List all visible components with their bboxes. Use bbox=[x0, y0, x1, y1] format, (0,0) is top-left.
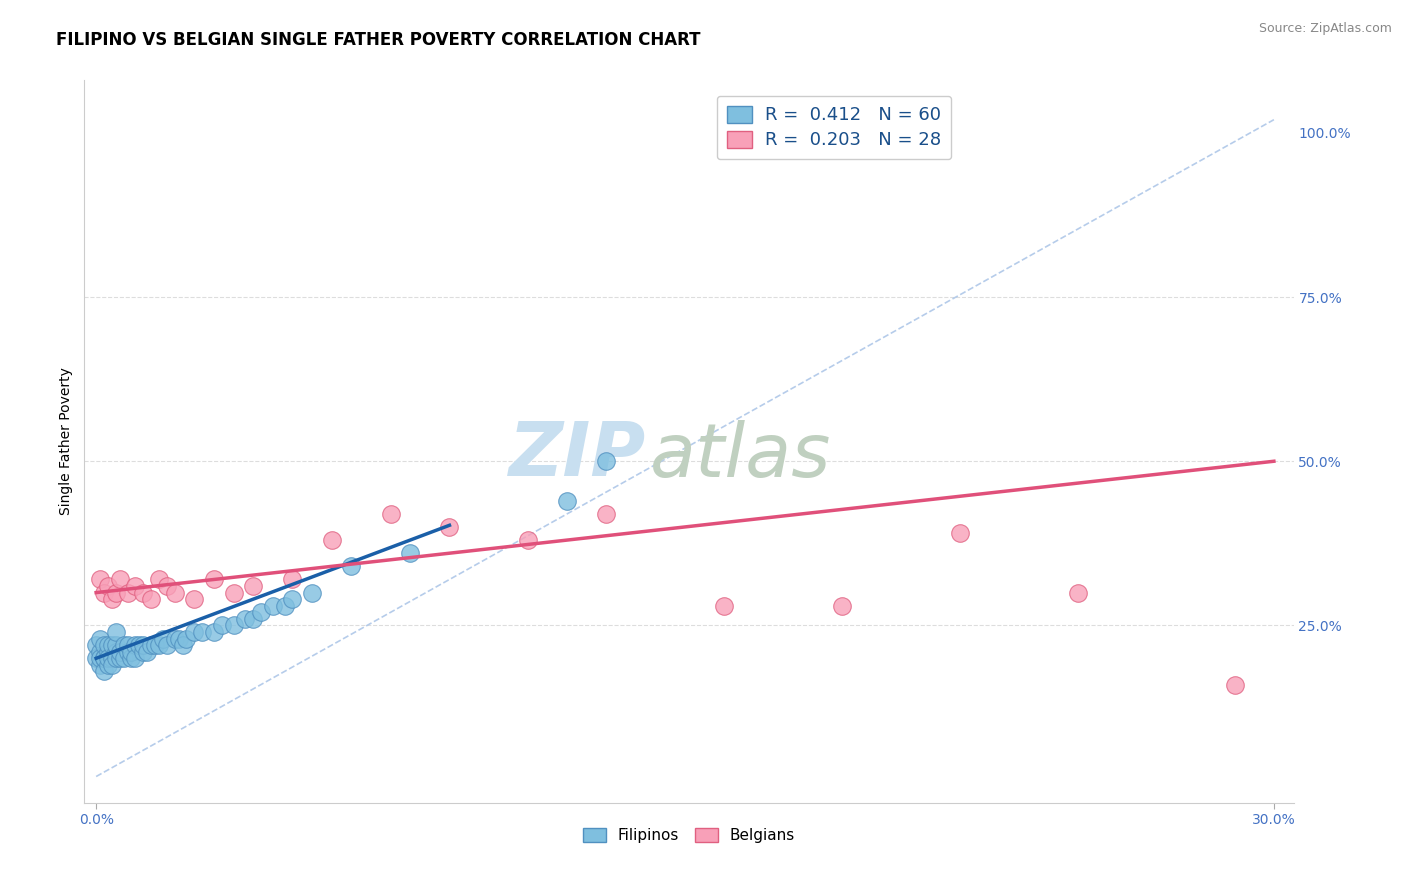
Point bbox=[136, 645, 159, 659]
Point bbox=[89, 651, 111, 665]
Point bbox=[117, 585, 139, 599]
Point bbox=[176, 632, 198, 646]
Point bbox=[595, 507, 617, 521]
Point bbox=[124, 651, 146, 665]
Point bbox=[242, 579, 264, 593]
Point bbox=[108, 645, 131, 659]
Point bbox=[101, 651, 124, 665]
Point bbox=[163, 632, 186, 646]
Text: ZIP: ZIP bbox=[509, 419, 647, 492]
Point bbox=[273, 599, 295, 613]
Point bbox=[132, 645, 155, 659]
Point bbox=[156, 638, 179, 652]
Point bbox=[439, 520, 461, 534]
Point bbox=[93, 651, 115, 665]
Point bbox=[183, 625, 205, 640]
Point bbox=[97, 657, 120, 672]
Point bbox=[183, 592, 205, 607]
Point bbox=[104, 638, 127, 652]
Point bbox=[139, 638, 162, 652]
Point bbox=[104, 645, 127, 659]
Point bbox=[93, 638, 115, 652]
Point bbox=[124, 638, 146, 652]
Point bbox=[380, 507, 402, 521]
Point bbox=[163, 585, 186, 599]
Point bbox=[124, 579, 146, 593]
Point bbox=[321, 533, 343, 547]
Point bbox=[89, 645, 111, 659]
Point bbox=[97, 651, 120, 665]
Point bbox=[281, 592, 304, 607]
Point bbox=[167, 632, 190, 646]
Point bbox=[121, 651, 143, 665]
Point bbox=[121, 645, 143, 659]
Text: atlas: atlas bbox=[650, 420, 831, 492]
Point bbox=[143, 638, 166, 652]
Point bbox=[191, 625, 214, 640]
Point bbox=[128, 638, 150, 652]
Point bbox=[202, 625, 225, 640]
Y-axis label: Single Father Poverty: Single Father Poverty bbox=[59, 368, 73, 516]
Point bbox=[101, 592, 124, 607]
Point bbox=[250, 605, 273, 619]
Point bbox=[301, 585, 323, 599]
Point bbox=[97, 645, 120, 659]
Point bbox=[262, 599, 284, 613]
Legend: Filipinos, Belgians: Filipinos, Belgians bbox=[576, 822, 801, 849]
Point bbox=[222, 585, 245, 599]
Point bbox=[132, 585, 155, 599]
Point bbox=[89, 657, 111, 672]
Point bbox=[89, 573, 111, 587]
Point bbox=[93, 665, 115, 679]
Point bbox=[112, 638, 135, 652]
Point bbox=[595, 454, 617, 468]
Point bbox=[108, 573, 131, 587]
Point bbox=[104, 585, 127, 599]
Point bbox=[555, 493, 578, 508]
Point bbox=[1066, 585, 1088, 599]
Point bbox=[117, 638, 139, 652]
Point bbox=[97, 579, 120, 593]
Point bbox=[132, 638, 155, 652]
Point bbox=[101, 657, 124, 672]
Point bbox=[148, 573, 170, 587]
Point bbox=[139, 592, 162, 607]
Point bbox=[156, 579, 179, 593]
Point bbox=[93, 651, 115, 665]
Point bbox=[340, 559, 363, 574]
Point bbox=[93, 585, 115, 599]
Point bbox=[172, 638, 194, 652]
Point bbox=[84, 638, 107, 652]
Point bbox=[101, 638, 124, 652]
Point bbox=[233, 612, 256, 626]
Point bbox=[281, 573, 304, 587]
Point bbox=[399, 546, 422, 560]
Point bbox=[89, 632, 111, 646]
Point bbox=[242, 612, 264, 626]
Point bbox=[517, 533, 540, 547]
Point bbox=[108, 651, 131, 665]
Point bbox=[104, 651, 127, 665]
Point bbox=[949, 526, 972, 541]
Point bbox=[152, 632, 174, 646]
Point bbox=[112, 651, 135, 665]
Text: Source: ZipAtlas.com: Source: ZipAtlas.com bbox=[1258, 22, 1392, 36]
Point bbox=[713, 599, 735, 613]
Point bbox=[148, 638, 170, 652]
Point bbox=[202, 573, 225, 587]
Point bbox=[84, 651, 107, 665]
Text: FILIPINO VS BELGIAN SINGLE FATHER POVERTY CORRELATION CHART: FILIPINO VS BELGIAN SINGLE FATHER POVERT… bbox=[56, 31, 700, 49]
Point bbox=[1223, 677, 1246, 691]
Point bbox=[211, 618, 233, 632]
Point bbox=[222, 618, 245, 632]
Point bbox=[831, 599, 853, 613]
Point bbox=[117, 645, 139, 659]
Point bbox=[104, 625, 127, 640]
Point bbox=[97, 638, 120, 652]
